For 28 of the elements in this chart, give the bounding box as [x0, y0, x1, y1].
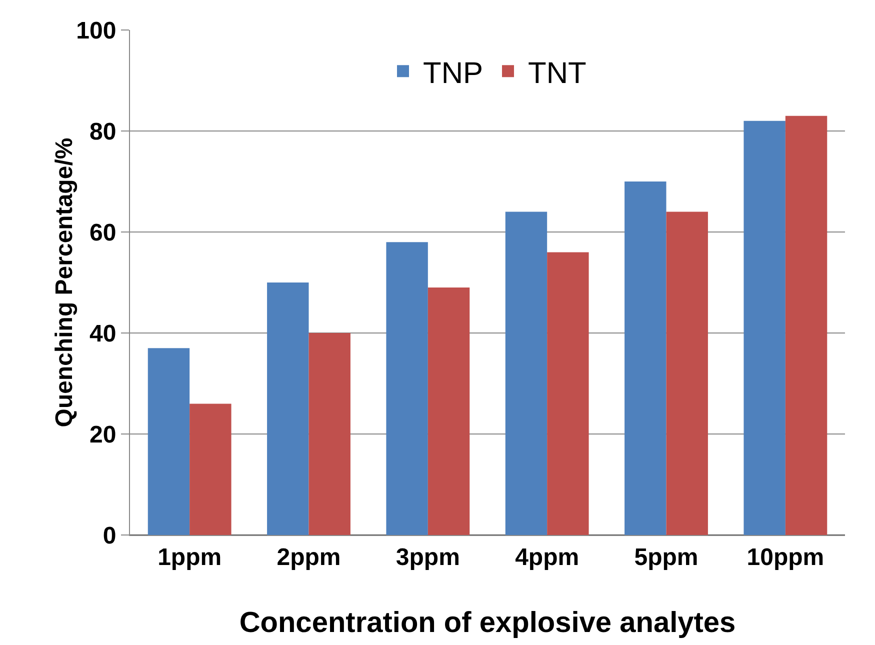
legend-label: TNP [423, 56, 483, 90]
y-tick-label: 0 [102, 522, 116, 550]
x-tick-label: 3ppm [396, 544, 460, 571]
y-tick-label: 80 [89, 118, 116, 146]
bar [624, 182, 666, 535]
x-tick-label: 1ppm [158, 544, 222, 571]
y-tick-label: 20 [89, 421, 116, 448]
bar [386, 242, 428, 535]
x-tick-label: 10ppm [746, 544, 824, 571]
bar [744, 120, 786, 535]
bar [190, 404, 232, 535]
x-tick-label: 2ppm [276, 544, 341, 571]
y-tick-label: 100 [76, 17, 116, 44]
bar [267, 282, 309, 535]
bar [148, 348, 190, 535]
bar [428, 288, 470, 535]
x-tick-label: 5ppm [634, 544, 698, 571]
bar [547, 252, 589, 535]
y-axis-title: Quenching Percentage/% [51, 138, 78, 428]
legend-label: TNT [528, 56, 586, 90]
bar [785, 116, 828, 535]
y-tick-label: 60 [89, 219, 116, 246]
y-tick-label: 40 [89, 320, 116, 348]
x-axis-title: Concentration of explosive analytes [239, 607, 736, 639]
x-tick-label: 4ppm [515, 544, 580, 571]
bar [505, 212, 548, 535]
bar [308, 333, 350, 535]
bar [666, 212, 708, 535]
